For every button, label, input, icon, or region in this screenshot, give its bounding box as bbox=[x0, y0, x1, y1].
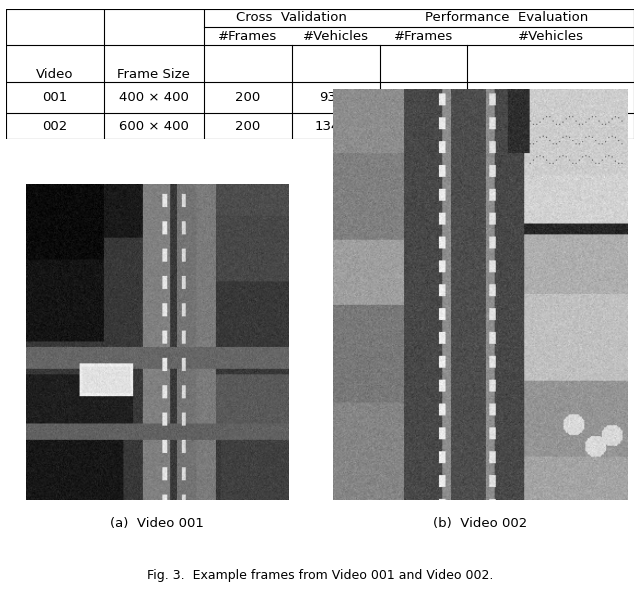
Text: #Frames: #Frames bbox=[394, 30, 453, 43]
Text: 002: 002 bbox=[42, 120, 68, 133]
Text: 18167: 18167 bbox=[529, 91, 572, 104]
Text: Frame Size: Frame Size bbox=[117, 67, 190, 81]
Text: 39362: 39362 bbox=[529, 120, 572, 133]
Text: Video: Video bbox=[36, 67, 74, 81]
Text: (b)  Video 002: (b) Video 002 bbox=[433, 517, 527, 530]
Text: 9306: 9306 bbox=[319, 91, 353, 104]
Text: #Vehicles: #Vehicles bbox=[303, 30, 369, 43]
Text: 200: 200 bbox=[236, 91, 260, 104]
Text: 600 × 400: 600 × 400 bbox=[119, 120, 189, 133]
Text: 001: 001 bbox=[42, 91, 68, 104]
Text: #Vehicles: #Vehicles bbox=[518, 30, 584, 43]
Text: 13443: 13443 bbox=[314, 120, 357, 133]
Text: 200: 200 bbox=[236, 120, 260, 133]
Text: Cross  Validation: Cross Validation bbox=[236, 11, 348, 24]
Text: 500: 500 bbox=[411, 91, 436, 104]
Text: 400 × 400: 400 × 400 bbox=[119, 91, 189, 104]
Text: Performance  Evaluation: Performance Evaluation bbox=[425, 11, 588, 24]
Text: Fig. 3.  Example frames from Video 001 and Video 002.: Fig. 3. Example frames from Video 001 an… bbox=[147, 569, 493, 582]
Text: (a)  Video 001: (a) Video 001 bbox=[110, 517, 204, 530]
Text: 500: 500 bbox=[411, 120, 436, 133]
Text: #Frames: #Frames bbox=[218, 30, 278, 43]
